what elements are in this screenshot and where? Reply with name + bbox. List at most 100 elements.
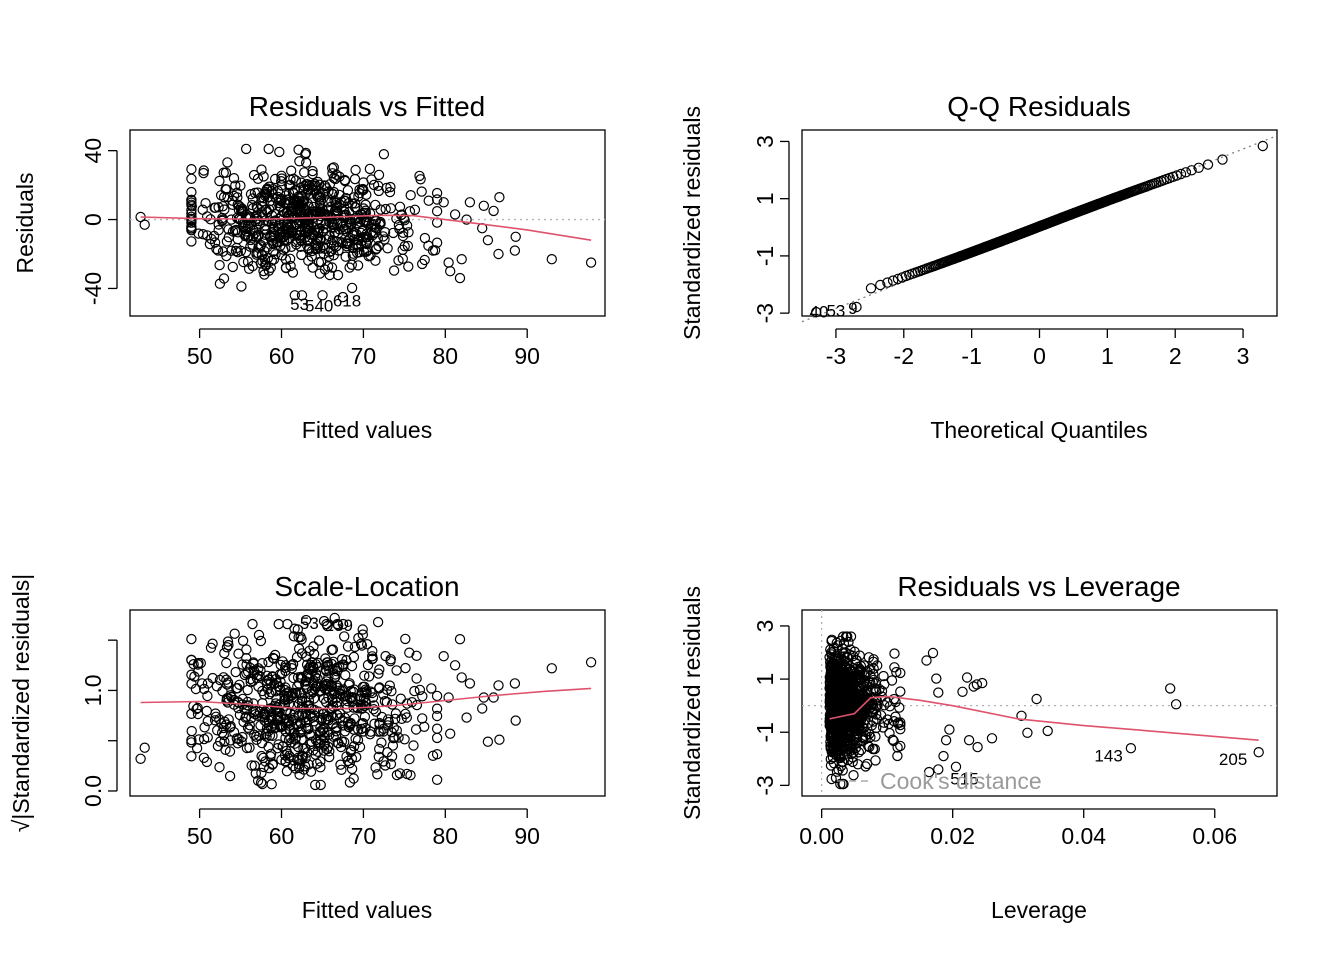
residual-point: [301, 157, 312, 168]
residual-point: [494, 734, 505, 745]
residual-point: [374, 664, 385, 675]
x-axis-label: Fitted values: [302, 897, 432, 923]
residual-point: [884, 727, 895, 739]
residual-point: [509, 678, 521, 689]
residual-point: [393, 255, 404, 266]
residual-point: [354, 247, 365, 258]
residual-point: [308, 693, 320, 704]
residual-point: [340, 251, 351, 262]
y-axis-label: √|Standardized residuals|: [8, 574, 34, 833]
residual-point: [261, 717, 272, 728]
residual-point: [399, 734, 410, 745]
residual-point: [842, 652, 853, 663]
residual-point: [346, 282, 358, 294]
residual-point: [866, 701, 877, 713]
residual-point: [927, 647, 939, 659]
residual-point: [825, 730, 836, 741]
residual-point: [307, 262, 318, 273]
residual-point: [301, 722, 312, 734]
residual-point: [835, 699, 846, 711]
residual-point: [972, 741, 983, 753]
residual-point: [855, 695, 867, 707]
residual-point: [219, 648, 230, 659]
residual-point: [395, 693, 406, 704]
residual-point: [347, 696, 358, 707]
residual-point: [274, 146, 285, 158]
residual-point: [277, 656, 288, 667]
residual-point: [230, 245, 242, 257]
residual-point: [303, 180, 315, 191]
residual-point: [327, 664, 338, 675]
residual-point: [546, 254, 558, 265]
residual-point: [255, 635, 267, 647]
panel-title: Scale-Location: [274, 571, 459, 602]
residual-point: [303, 759, 314, 770]
residual-point: [294, 762, 305, 774]
residual-point: [364, 163, 376, 175]
residual-point: [355, 691, 366, 702]
residual-point: [236, 736, 247, 747]
residual-point: [303, 663, 314, 674]
residual-point: [321, 657, 333, 668]
residual-point: [290, 228, 301, 240]
residual-point: [381, 182, 392, 194]
residual-point: [344, 232, 356, 244]
residual-point: [350, 733, 361, 745]
residual-point: [197, 228, 209, 240]
residual-point: [300, 753, 311, 764]
residual-point: [254, 670, 265, 682]
residual-point: [209, 202, 220, 213]
residual-point: [242, 722, 254, 734]
residual-point: [871, 713, 883, 725]
residual-point: [268, 238, 279, 249]
residual-point: [358, 726, 369, 737]
residual-point: [829, 682, 840, 693]
residual-point: [348, 741, 360, 752]
residual-point: [891, 666, 902, 678]
residual-point: [340, 195, 351, 207]
residual-point: [213, 219, 224, 230]
residual-point: [493, 248, 504, 260]
residual-point: [193, 666, 204, 677]
residual-point: [222, 677, 234, 688]
residual-point: [1125, 743, 1137, 754]
residual-point: [832, 733, 844, 745]
residual-point: [273, 618, 284, 630]
residual-point: [272, 191, 284, 203]
residual-point: [280, 190, 292, 201]
residual-point: [878, 670, 889, 682]
residual-point: [210, 708, 221, 719]
labelled-point: [337, 291, 349, 303]
residual-point: [387, 740, 399, 751]
residual-point: [288, 173, 299, 184]
x-tick-label: 50: [187, 343, 213, 369]
point-label: 618: [333, 292, 361, 311]
residual-point: [267, 671, 278, 683]
residual-point: [280, 243, 291, 254]
residual-point: [830, 749, 842, 761]
residual-point: [509, 245, 521, 256]
residual-point: [405, 189, 416, 201]
residual-point: [886, 675, 898, 686]
residual-point: [293, 643, 305, 654]
residual-point: [339, 631, 350, 642]
residual-point: [391, 769, 403, 781]
residual-point: [275, 240, 286, 251]
residual-point: [191, 703, 202, 715]
residual-point: [308, 745, 319, 756]
residual-point: [877, 722, 889, 733]
residual-point: [209, 715, 221, 726]
residual-point: [320, 680, 331, 691]
residual-point: [839, 671, 850, 682]
residual-point: [385, 654, 396, 665]
residual-point: [248, 729, 260, 740]
residual-point: [281, 705, 293, 716]
residual-point: [296, 249, 307, 261]
residual-point: [381, 684, 393, 696]
residual-point: [186, 751, 197, 762]
residual-point: [868, 663, 879, 674]
residual-point: [363, 671, 375, 682]
residual-point: [419, 254, 430, 266]
residual-point: [202, 715, 213, 727]
residual-point: [328, 162, 339, 173]
